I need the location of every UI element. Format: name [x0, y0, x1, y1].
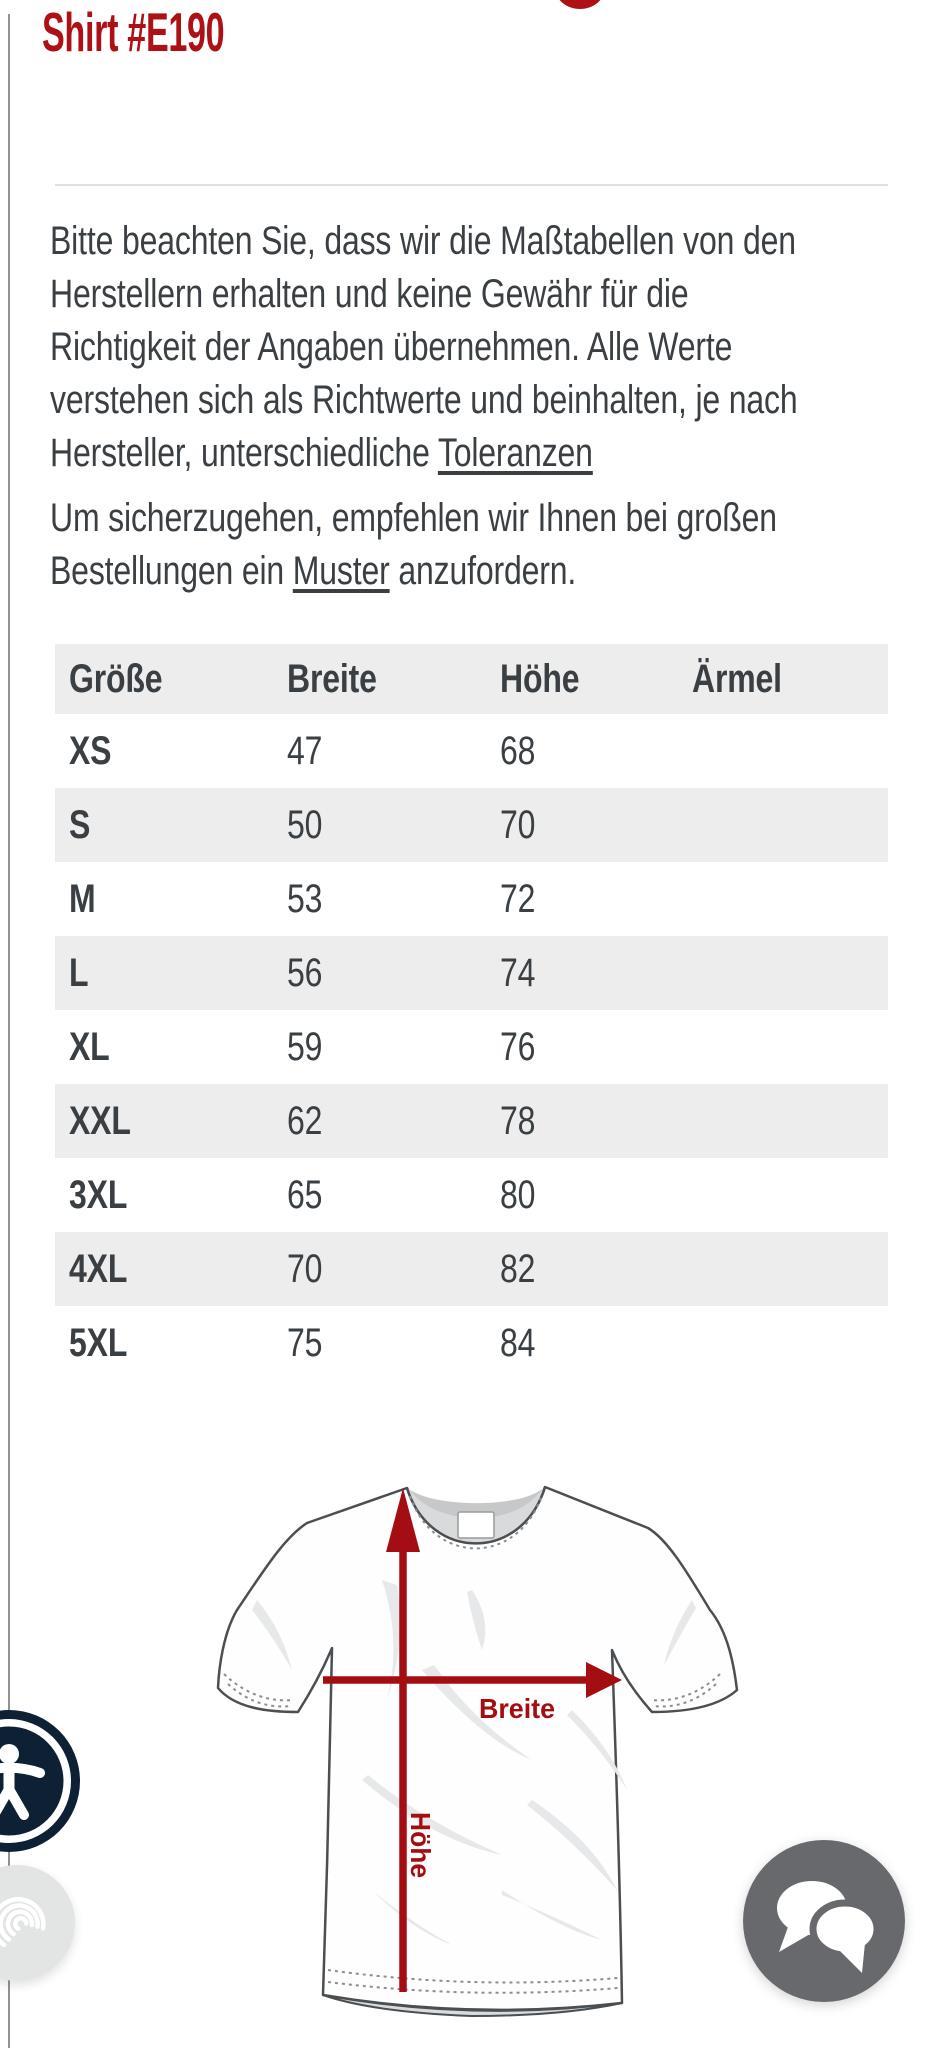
breite-cell: 53: [287, 876, 323, 921]
breite-cell: 75: [287, 1320, 323, 1365]
hoehe-cell: 80: [500, 1172, 536, 1217]
table-row: 5XL 75 84: [55, 1306, 888, 1380]
aermel-cell: [692, 1158, 888, 1232]
aermel-cell: [692, 1306, 888, 1380]
breite-cell: 70: [287, 1246, 323, 1291]
table-row: M 53 72: [55, 862, 888, 936]
size-cell: 5XL: [69, 1320, 128, 1365]
size-table-body: XS 47 68 S 50 70 M 53 72 L 56 74 XL 59 76 XXL 62 78 3XL 65 8…: [55, 714, 888, 1380]
front-speech-bubble: [809, 1899, 881, 1973]
column-header-groesse: Größe: [69, 656, 163, 701]
collar-label: [457, 1511, 495, 1539]
fingerprint-icon: [0, 1865, 75, 1981]
size-cell: XL: [69, 1024, 110, 1069]
breite-arrowhead: [586, 1662, 622, 1698]
disclaimer-line: Hersteller, unterschiedliche: [50, 431, 438, 475]
page-title: Shirt #E190: [42, 1, 225, 63]
table-row: 4XL 70 82: [55, 1232, 888, 1306]
hoehe-cell: 78: [500, 1098, 536, 1143]
tshirt-measurement-diagram: Breite Höhe: [172, 1460, 772, 2048]
aermel-cell: [692, 714, 888, 788]
column-header-breite: Breite: [287, 656, 377, 701]
disclaimer-line: Richtigkeit der Angaben übernehmen. Alle…: [50, 325, 733, 369]
size-cell: XXL: [69, 1098, 131, 1143]
table-row: XS 47 68: [55, 714, 888, 788]
breite-cell: 56: [287, 950, 323, 995]
hoehe-cell: 74: [500, 950, 536, 995]
breite-cell: 62: [287, 1098, 323, 1143]
measurement-arrows: Breite Höhe: [323, 1488, 622, 1992]
sample-note-line: anzufordern.: [389, 549, 577, 593]
aermel-cell: [692, 1010, 888, 1084]
breite-label: Breite: [479, 1693, 555, 1724]
accessibility-button[interactable]: [0, 1707, 83, 1855]
disclaimer-line: Bitte beachten Sie, dass wir die Maßtabe…: [50, 219, 796, 263]
size-cell: L: [69, 950, 89, 995]
disclaimer-line: verstehen sich als Richtwerte und beinha…: [50, 378, 798, 422]
chat-button[interactable]: [743, 1840, 905, 2002]
table-row: XL 59 76: [55, 1010, 888, 1084]
hoehe-cell: 82: [500, 1246, 536, 1291]
table-row: L 56 74: [55, 936, 888, 1010]
hoehe-cell: 72: [500, 876, 536, 921]
hoehe-arrowhead: [386, 1488, 420, 1552]
aermel-cell: [692, 936, 888, 1010]
fingerprint-button[interactable]: [0, 1865, 75, 1981]
disclaimer-line: Herstellern erhalten und keine Gewähr fü…: [50, 272, 689, 316]
toleranzen-link[interactable]: Toleranzen: [437, 431, 593, 475]
hem-underside: [322, 1994, 623, 2018]
page-left-border: [8, 14, 10, 2048]
size-table-header-row: Größe Breite Höhe Ärmel: [55, 644, 888, 714]
sample-note-line: Bestellungen ein: [50, 549, 293, 593]
breite-cell: 59: [287, 1024, 323, 1069]
aermel-cell: [692, 1084, 888, 1158]
accessibility-person-icon: [0, 1710, 80, 1852]
size-table: Größe Breite Höhe Ärmel XS 47 68 S 50 70 M 53 72…: [55, 644, 888, 1380]
wrinkle-shading: [252, 1580, 696, 1945]
tshirt-body: [216, 1485, 739, 2012]
hoehe-label: Höhe: [405, 1812, 436, 1878]
breite-cell: 65: [287, 1172, 323, 1217]
sample-note-text: Um sicherzugehen, empfehlen wir Ihnen be…: [50, 492, 944, 598]
table-row: 3XL 65 80: [55, 1158, 888, 1232]
sample-note-line: Um sicherzugehen, empfehlen wir Ihnen be…: [50, 496, 777, 540]
tshirt-illustration: Breite Höhe: [216, 1485, 739, 2018]
hoehe-cell: 70: [500, 802, 536, 847]
collar-rib-band: [409, 1488, 543, 1519]
size-cell: XS: [69, 728, 112, 773]
table-row: S 50 70: [55, 788, 888, 862]
breite-cell: 47: [287, 728, 323, 773]
size-cell: S: [69, 802, 91, 847]
breite-cell: 50: [287, 802, 323, 847]
cropped-heading-fragment: [559, 0, 601, 9]
aermel-cell: [692, 1232, 888, 1306]
table-row: XXL 62 78: [55, 1084, 888, 1158]
size-cell: 4XL: [69, 1246, 128, 1291]
chat-bubbles-icon: [743, 1840, 905, 2002]
aermel-cell: [692, 862, 888, 936]
aermel-cell: [692, 788, 888, 862]
size-cell: M: [69, 876, 96, 921]
muster-link[interactable]: Muster: [292, 549, 390, 593]
hoehe-cell: 76: [500, 1024, 536, 1069]
hoehe-cell: 84: [500, 1320, 536, 1365]
divider: [55, 184, 888, 186]
stitch-lines: [223, 1673, 721, 1994]
disclaimer-text: Bitte beachten Sie, dass wir die Maßtabe…: [50, 215, 944, 480]
size-cell: 3XL: [69, 1172, 128, 1217]
hoehe-cell: 68: [500, 728, 536, 773]
column-header-aermel: Ärmel: [692, 656, 782, 701]
column-header-hoehe: Höhe: [500, 656, 580, 701]
